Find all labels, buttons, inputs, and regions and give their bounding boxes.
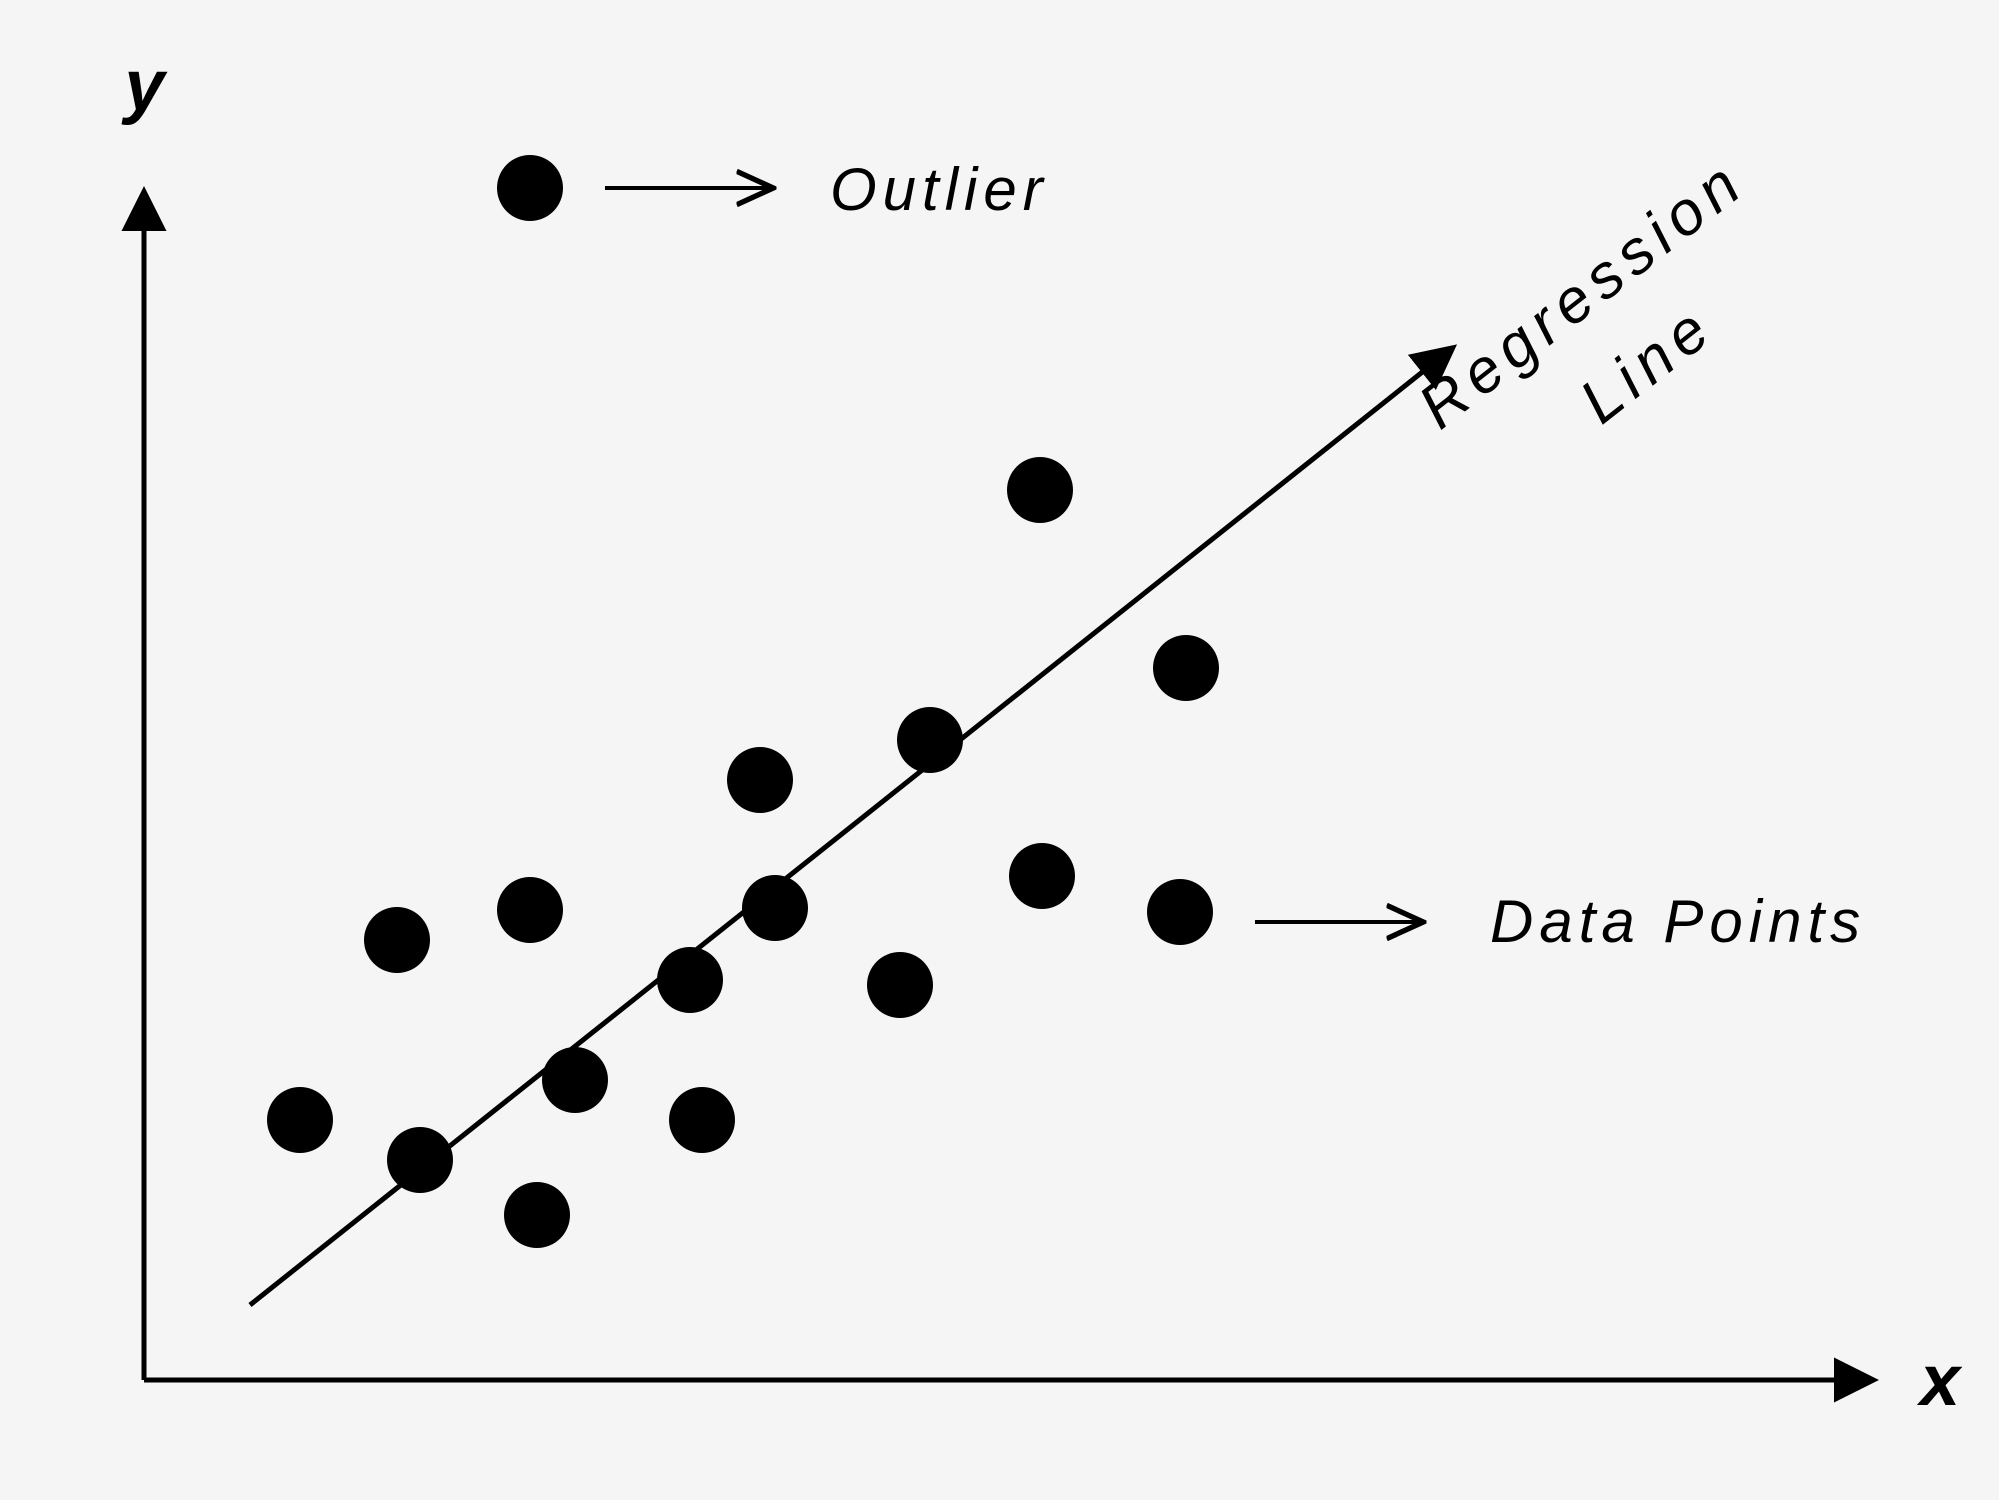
data-point	[1147, 879, 1213, 945]
scatter-chart: xy RegressionLineOutlierData Points	[0, 0, 1999, 1500]
data-point	[504, 1182, 570, 1248]
data-point	[1153, 635, 1219, 701]
y-axis-label: y	[121, 46, 168, 126]
data-points-label: Data Points	[1490, 888, 1866, 955]
data-point	[497, 877, 563, 943]
data-point	[1009, 843, 1075, 909]
data-point	[387, 1127, 453, 1193]
x-axis-label: x	[1916, 1341, 1963, 1421]
data-point	[727, 747, 793, 813]
data-point	[1007, 457, 1073, 523]
annotations: RegressionLineOutlierData Points	[605, 145, 1866, 955]
data-point	[669, 1087, 735, 1153]
data-points-group	[267, 155, 1219, 1248]
data-point	[897, 707, 963, 773]
chart-container: xy RegressionLineOutlierData Points	[0, 0, 1999, 1500]
data-point	[542, 1047, 608, 1113]
data-point	[867, 952, 933, 1018]
outlier-label: Outlier	[830, 156, 1049, 223]
data-point	[364, 907, 430, 973]
data-point	[657, 947, 723, 1013]
outlier-point	[497, 155, 563, 221]
data-point	[267, 1087, 333, 1153]
data-point	[742, 875, 808, 941]
